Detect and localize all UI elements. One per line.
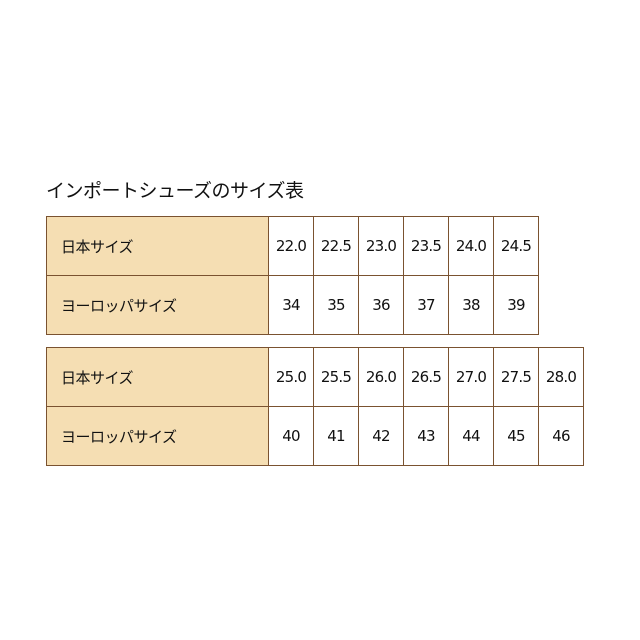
size-cell: 25.5 <box>313 347 359 407</box>
japan-size-row: 日本サイズ 22.0 22.5 23.0 23.5 24.0 24.5 <box>46 216 539 276</box>
size-cell: 35 <box>313 275 359 335</box>
size-cell: 24.0 <box>448 216 494 276</box>
size-cell: 24.5 <box>493 216 539 276</box>
size-cell: 43 <box>403 406 449 466</box>
size-cell: 28.0 <box>538 347 584 407</box>
size-cell: 23.5 <box>403 216 449 276</box>
size-cell: 45 <box>493 406 539 466</box>
size-table-2: 日本サイズ 25.0 25.5 26.0 26.5 27.0 27.5 28.0 ヨーロッパサイ… <box>46 347 584 466</box>
size-cell: 42 <box>358 406 404 466</box>
size-cell: 44 <box>448 406 494 466</box>
japan-size-row: 日本サイズ 25.0 25.5 26.0 26.5 27.0 27.5 28.0 <box>46 347 584 407</box>
size-cell: 46 <box>538 406 584 466</box>
size-cell: 37 <box>403 275 449 335</box>
size-cell: 26.0 <box>358 347 404 407</box>
size-cell: 40 <box>268 406 314 466</box>
size-cell: 39 <box>493 275 539 335</box>
europe-size-row: ヨーロッパサイズ 40 41 42 43 44 45 46 <box>46 406 584 466</box>
size-cell: 41 <box>313 406 359 466</box>
size-cell: 22.0 <box>268 216 314 276</box>
size-cell: 23.0 <box>358 216 404 276</box>
row-label: 日本サイズ <box>46 216 269 276</box>
size-cell: 25.0 <box>268 347 314 407</box>
row-label: ヨーロッパサイズ <box>46 275 269 335</box>
size-cell: 26.5 <box>403 347 449 407</box>
size-cell: 22.5 <box>313 216 359 276</box>
size-cell: 38 <box>448 275 494 335</box>
size-cell: 34 <box>268 275 314 335</box>
size-cell: 27.5 <box>493 347 539 407</box>
europe-size-row: ヨーロッパサイズ 34 35 36 37 38 39 <box>46 275 539 335</box>
size-table-1: 日本サイズ 22.0 22.5 23.0 23.5 24.0 24.5 ヨーロッパサイズ 34 3… <box>46 216 539 335</box>
row-label: 日本サイズ <box>46 347 269 407</box>
row-label: ヨーロッパサイズ <box>46 406 269 466</box>
page-title: インポートシューズのサイズ表 <box>46 180 304 202</box>
size-cell: 27.0 <box>448 347 494 407</box>
size-cell: 36 <box>358 275 404 335</box>
